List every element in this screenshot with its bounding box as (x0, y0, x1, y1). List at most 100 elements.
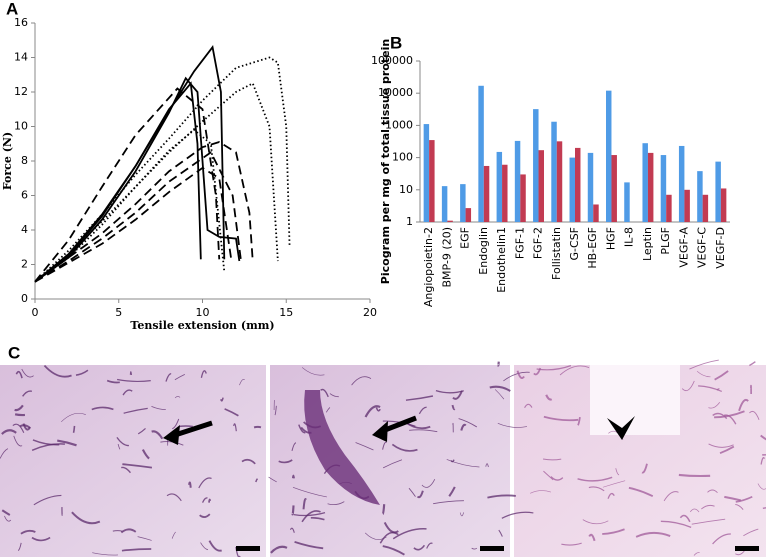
fiber (21, 368, 34, 378)
fiber (382, 459, 403, 469)
fiber (19, 424, 31, 429)
fiber (22, 390, 33, 397)
fiber (435, 390, 464, 394)
fiber (381, 504, 386, 515)
fiber (1, 509, 11, 516)
fiber (615, 468, 620, 476)
fiber (663, 491, 679, 502)
fiber (106, 379, 120, 384)
fiber (208, 498, 212, 503)
fiber (291, 474, 295, 479)
fiber (458, 418, 478, 428)
fiber (14, 413, 26, 417)
fiber (602, 528, 625, 535)
curve (34, 128, 226, 283)
fiber (294, 540, 324, 550)
fiber (707, 489, 718, 493)
x-tick-label: HB-EGF (586, 227, 599, 269)
curve (34, 81, 202, 283)
fiber (749, 361, 756, 367)
bar (642, 143, 648, 222)
fiber (716, 388, 720, 391)
histology-panel (0, 365, 766, 557)
x-tick-label: VEGF-C (696, 227, 709, 268)
y-tick-label: 10000 (378, 86, 413, 99)
bar (502, 164, 508, 222)
fiber (174, 374, 185, 381)
bar (647, 152, 654, 222)
curve (34, 141, 254, 283)
fiber (738, 398, 749, 412)
fiber (413, 544, 426, 551)
fiber (116, 437, 129, 447)
y-tick-label: 16 (14, 16, 28, 29)
fiber (382, 545, 405, 556)
fiber (31, 443, 65, 451)
fiber (550, 476, 564, 481)
fiber (141, 449, 150, 460)
scale-bar (480, 546, 504, 551)
x-tick-label: VEGF-A (677, 227, 690, 268)
y-tick-label: 2 (21, 258, 28, 271)
fiber (516, 370, 525, 379)
y-tick-label: 100000 (371, 54, 413, 67)
bar (720, 188, 727, 222)
fiber (32, 439, 60, 446)
fiber (151, 406, 166, 410)
fiber (33, 494, 62, 506)
bar (551, 121, 557, 222)
fiber (382, 441, 387, 450)
y-tick-label: 6 (21, 189, 28, 202)
panel-label: B (390, 33, 402, 52)
bar (460, 184, 466, 222)
fiber (391, 443, 418, 452)
x-tick-label: 5 (115, 306, 122, 319)
bar (678, 145, 685, 222)
fiber (724, 495, 741, 502)
fiber (208, 540, 222, 552)
fiber (503, 371, 530, 382)
tissue-lumen (590, 365, 680, 435)
fiber (559, 365, 590, 376)
x-tick-label: VEGF-D (714, 227, 727, 269)
fiber (121, 548, 152, 552)
fiber (301, 510, 321, 523)
fiber (199, 513, 211, 518)
arrow-head (163, 425, 180, 445)
fiber (501, 511, 534, 519)
fiber (123, 407, 148, 414)
fiber (298, 424, 306, 434)
bar (660, 155, 667, 222)
curve (34, 151, 242, 283)
fiber (291, 505, 295, 516)
x-tick-label: HGF (604, 227, 617, 250)
fiber (289, 527, 295, 533)
fiber (0, 448, 9, 459)
fiber (224, 408, 239, 417)
bar (593, 204, 599, 222)
annotations (163, 390, 759, 551)
fiber (409, 429, 438, 433)
fiber (91, 406, 114, 411)
fiber (1, 429, 17, 435)
bar (666, 194, 672, 222)
y-axis-label: Force (N) (1, 132, 14, 190)
fiber (61, 412, 86, 423)
x-tick-label: IL-8 (623, 227, 636, 247)
fiber (446, 459, 480, 468)
x-tick-label: 20 (363, 306, 377, 319)
scale-bar (735, 546, 759, 551)
fiber (487, 494, 516, 499)
x-tick-label: Angiopoietin-2 (422, 227, 435, 307)
fiber (379, 531, 399, 544)
fiber (701, 504, 715, 510)
y-tick-label: 4 (21, 223, 28, 236)
fiber (129, 371, 132, 376)
fiber (43, 364, 72, 378)
fiber (679, 514, 691, 523)
x-tick-label: PLGF (659, 227, 672, 255)
y-tick-label: 100 (392, 151, 413, 164)
fiber (165, 373, 172, 382)
bar (702, 194, 709, 222)
fiber (174, 396, 181, 399)
